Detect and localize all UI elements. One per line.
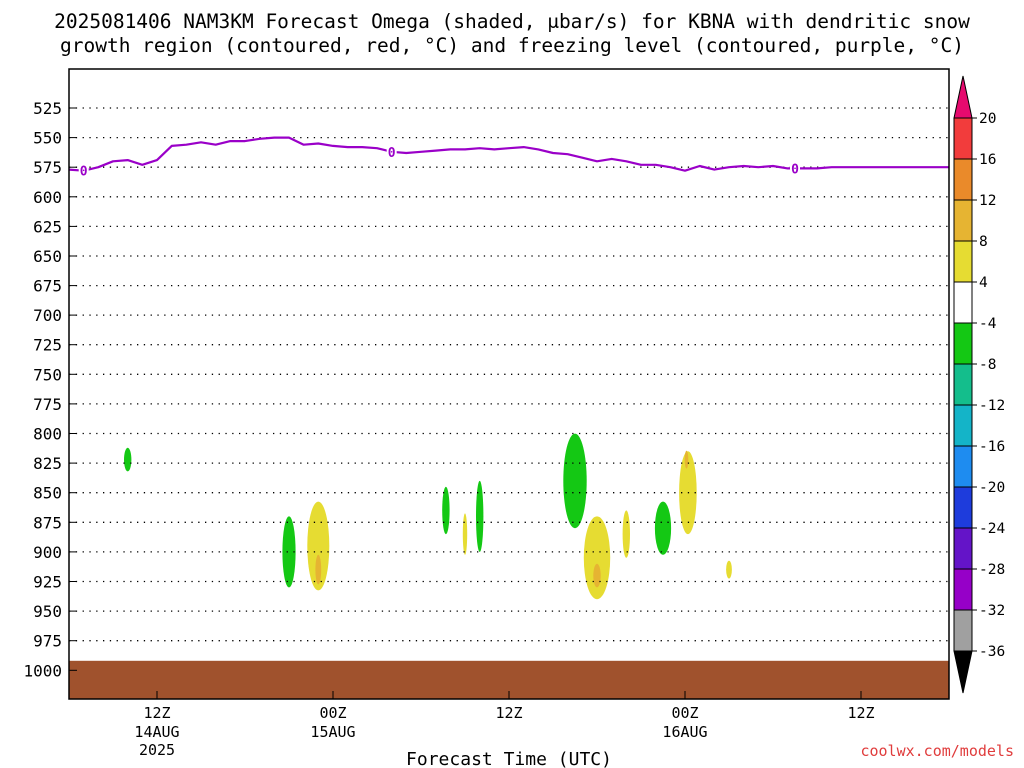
x-tick-label: 00Z	[319, 704, 346, 722]
omega-patch	[583, 516, 611, 600]
colorbar-label: -36	[979, 644, 1005, 660]
y-tick-label: 525	[33, 99, 62, 118]
y-tick-label: 1000	[23, 661, 62, 680]
y-tick-label: 950	[33, 602, 62, 621]
colorbar-swatch	[953, 281, 973, 324]
colorbar-swatch	[953, 117, 973, 160]
y-tick-label: 975	[33, 632, 62, 651]
colorbar-swatch	[953, 158, 973, 201]
omega-patch	[726, 560, 732, 579]
colorbar-swatch	[953, 199, 973, 242]
freezing-label-bg	[790, 160, 800, 177]
colorbar-label: 4	[979, 275, 988, 291]
x-tick-date: 14AUG	[134, 723, 179, 741]
y-tick-label: 925	[33, 573, 62, 592]
omega-patch	[684, 450, 689, 469]
freezing-level-line	[68, 136, 949, 172]
y-tick-label: 675	[33, 277, 62, 296]
colorbar-swatch	[953, 486, 973, 529]
x-tick-date: 16AUG	[662, 723, 707, 741]
colorbar-swatch	[953, 609, 973, 652]
omega-patch	[654, 501, 672, 555]
colorbar-bottom-arrow	[953, 650, 973, 694]
freezing-level-layer: 0 0 0	[68, 136, 949, 180]
colorbar-label: 12	[979, 193, 996, 209]
plot-frame	[68, 68, 950, 700]
colorbar-swatch	[953, 568, 973, 611]
x-tick-date: 15AUG	[310, 723, 355, 741]
grid-layer	[69, 107, 949, 642]
colorbar-swatch	[953, 363, 973, 406]
x-tick-label: 00Z	[671, 704, 698, 722]
omega-patch	[315, 554, 322, 585]
y-tick-label: 850	[33, 484, 62, 503]
y-tick-label: 575	[33, 158, 62, 177]
colorbar: 20 16 12 8 4 -4 -8 -12 -16 -20 -24 -28 -32 -36	[953, 75, 1005, 694]
credit-text: coolwx.com/models	[860, 742, 1014, 760]
omega-patch	[563, 433, 587, 529]
chart-title-line2: growth region (contoured, red, °C) and f…	[60, 34, 964, 57]
y-tick-label: 775	[33, 395, 62, 414]
colorbar-label: -16	[979, 439, 1005, 455]
colorbar-swatch	[953, 404, 973, 447]
y-tick-label: 650	[33, 247, 62, 266]
colorbar-top-arrow	[953, 75, 973, 119]
colorbar-label: -20	[979, 480, 1005, 496]
y-tick-label: 625	[33, 217, 62, 236]
x-tick-label: 12Z	[143, 704, 170, 722]
y-tick-label: 550	[33, 129, 62, 148]
colorbar-label: -28	[979, 562, 1005, 578]
colorbar-label: 8	[979, 234, 988, 250]
y-tick-label: 900	[33, 543, 62, 562]
y-tick-label: 725	[33, 336, 62, 355]
y-tick-label: 750	[33, 365, 62, 384]
colorbar-swatch	[953, 240, 973, 283]
x-axis-label: Forecast Time (UTC)	[406, 749, 612, 768]
omega-patch	[593, 563, 601, 588]
colorbar-label: -12	[979, 398, 1005, 414]
colorbar-swatch	[953, 527, 973, 570]
omega-patch	[462, 513, 468, 555]
x-tick-label: 12Z	[495, 704, 522, 722]
colorbar-label: 20	[979, 111, 996, 127]
colorbar-label: -24	[979, 521, 1005, 537]
freezing-label-bg	[386, 143, 397, 160]
freezing-label-bg	[78, 162, 89, 179]
plot-area	[124, 433, 732, 600]
colorbar-label: -8	[979, 357, 996, 373]
chart-title-line1: 2025081406 NAM3KM Forecast Omega (shaded…	[54, 10, 970, 33]
omega-patch	[282, 516, 296, 588]
colorbar-label: -4	[979, 316, 997, 332]
y-tick-label: 825	[33, 454, 62, 473]
x-tick-year: 2025	[139, 741, 175, 759]
y-tick-label: 800	[33, 425, 62, 444]
omega-patch	[622, 510, 630, 558]
freezing-level-label: 0	[80, 165, 88, 180]
y-axis: 525 550 575 600 625 650 675 700 725 750 775 800 825 8…	[23, 99, 77, 680]
x-tick-label: 12Z	[847, 704, 874, 722]
y-tick-label: 875	[33, 513, 62, 532]
colorbar-swatch	[953, 445, 973, 488]
colorbar-label: -32	[979, 603, 1005, 619]
omega-patch	[476, 480, 484, 552]
y-tick-label: 600	[33, 188, 62, 207]
omega-patch	[124, 447, 132, 472]
freezing-level-label: 0	[388, 146, 396, 161]
omega-patch	[442, 486, 450, 535]
freezing-level-label: 0	[791, 162, 799, 177]
colorbar-label: 16	[979, 152, 996, 168]
omega-patch	[307, 501, 330, 591]
colorbar-swatch	[953, 322, 973, 365]
y-tick-label: 700	[33, 306, 62, 325]
